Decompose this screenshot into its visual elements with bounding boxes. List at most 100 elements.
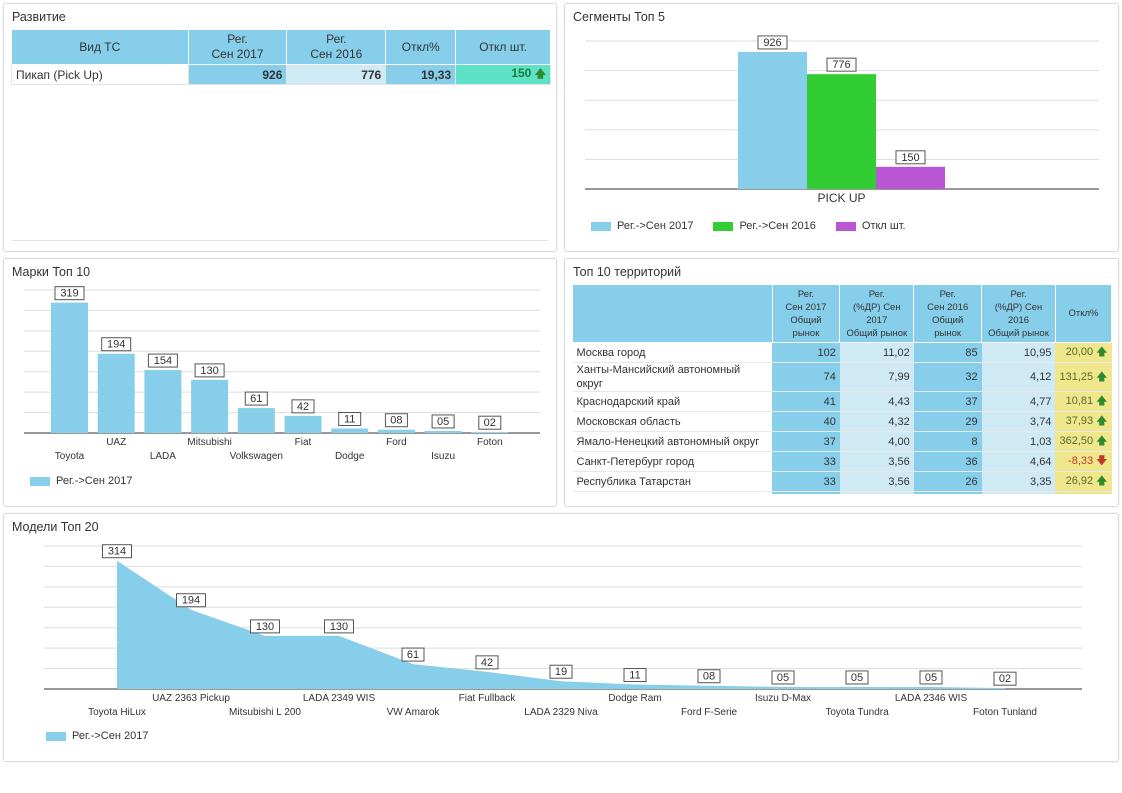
data-label-box	[478, 415, 502, 430]
data-label: 61	[407, 649, 419, 661]
territory-name: Москва город	[572, 342, 773, 363]
table-row[interactable]: Пикап (Pick Up) 926 776 19,33 150 🡅	[11, 64, 551, 85]
col-header-territory[interactable]	[572, 284, 773, 343]
panel-development: Развитие Вид ТС Рег. Сен 2017 Рег. Сен 2…	[3, 3, 557, 252]
col-header-2017[interactable]: Рег. Сен 2017 Общий рынок	[771, 284, 841, 343]
legend-label: Откл шт.	[861, 220, 906, 232]
value-share-2017: 3,56	[839, 451, 914, 472]
data-label-box	[993, 671, 1017, 686]
tick-label: UAZ	[106, 437, 126, 448]
value-pct: 10,81	[1065, 395, 1094, 407]
value-2017: 40	[772, 411, 840, 432]
territory-name: Ямало-Ненецкий автономный округ	[572, 431, 773, 452]
value-2016: 29	[913, 411, 982, 432]
value-2016: 36	[913, 451, 982, 472]
value-share-2016: 4,77	[981, 391, 1056, 412]
col-header-2017[interactable]: Рег. Сен 2017	[187, 29, 288, 65]
value-pct-cell: 34,78 🡅	[1055, 491, 1112, 494]
data-label: 02	[999, 673, 1011, 685]
data-label: 130	[200, 365, 218, 377]
col-header-pct[interactable]: Откл%	[1054, 284, 1112, 343]
data-label: 02	[484, 417, 496, 429]
category-label: PICK UP	[817, 191, 865, 205]
panel-title: Сегменты Топ 5	[573, 10, 665, 24]
tick-label: Ford F-Serie	[681, 707, 738, 718]
tick-label: Fiat	[295, 437, 312, 448]
table-row[interactable]: Республика Башкортостан313,35232,9634,78…	[572, 491, 1112, 494]
legend-item[interactable]: Откл шт.	[835, 220, 906, 232]
data-label-box	[826, 57, 857, 72]
table-row[interactable]: Санкт-Петербург город 33 3,56 36 4,64 -8,33 🡇	[572, 451, 1112, 472]
data-label-box	[102, 544, 132, 559]
brands-legend: Рег.->Сен 2017	[30, 475, 146, 487]
arrow-up-icon: 🡅	[1093, 475, 1108, 487]
table-row[interactable]: Московская область 40 4,32 29 3,74 37,93 🡅	[572, 411, 1112, 432]
value-2016: 37	[913, 391, 982, 412]
table-row[interactable]: Ханты-Мансийский автономный округ 74 7,99 3…	[572, 362, 1112, 392]
value-2017: 31	[772, 491, 840, 494]
col-header-2016[interactable]: Рег. Сен 2016	[286, 29, 387, 65]
table-row[interactable]: Краснодарский край 41 4,43 37 4,77 10,81 🡅	[572, 391, 1112, 412]
data-label: 926	[763, 37, 781, 49]
data-label-box	[291, 399, 315, 414]
value-pct: 19,33	[385, 64, 457, 85]
value-share-2016: 2,96	[981, 491, 1056, 494]
data-label-box	[384, 413, 408, 428]
divider	[12, 240, 548, 241]
data-label-box	[101, 337, 132, 352]
col-header-2016[interactable]: Рег. Сен 2016 Общий рынок	[913, 284, 983, 343]
value-2017: 74	[772, 362, 840, 392]
table-row[interactable]: Москва город 102 11,02 85 10,95 20,00 🡅	[572, 342, 1112, 363]
data-label: 05	[777, 672, 789, 684]
territory-name: Республика Башкортостан	[572, 491, 773, 494]
tick-label: Mitsubishi	[187, 437, 231, 448]
col-header-share-2016[interactable]: Рег. (%ДР) Сен 2016 Общий рынок	[981, 284, 1056, 343]
data-label-box	[431, 414, 455, 429]
data-label-box	[895, 150, 926, 165]
legend-item[interactable]: Рег.->Сен 2017	[30, 475, 132, 487]
panel-title: Модели Топ 20	[12, 520, 99, 534]
panel-brands: Марки Топ 10 319 Toyota 194 UAZ 154 LADA 130 Mi…	[3, 258, 557, 507]
value-share-2016: 4,12	[981, 362, 1056, 392]
arrow-up-icon: 🡅	[1093, 346, 1108, 358]
value-2017: 102	[772, 342, 840, 363]
value-pct: -8,33	[1068, 455, 1094, 467]
development-table: Вид ТС Рег. Сен 2017 Рег. Сен 2016 Откл%…	[11, 29, 551, 85]
data-label-box	[176, 593, 206, 608]
value-diff-cell: 150 🡅	[455, 64, 551, 85]
arrow-up-icon: 🡅	[534, 68, 546, 80]
data-label: 61	[250, 393, 262, 405]
legend-label: Рег.->Сен 2017	[72, 730, 149, 742]
table-row[interactable]: Республика Татарстан 33 3,56 26 3,35 26,92 🡅	[572, 471, 1112, 492]
segments-chart: 926 776 150 PICK UP	[585, 35, 1099, 205]
value-2016: 23	[913, 491, 982, 494]
data-label: 130	[330, 621, 348, 633]
value-share-2016: 10,95	[981, 342, 1056, 363]
tick-label: LADA	[150, 451, 176, 462]
col-header-type[interactable]: Вид ТС	[11, 29, 189, 65]
tick-label: Mitsubishi L 200	[229, 707, 301, 718]
col-header-diff[interactable]: Откл шт.	[455, 29, 551, 65]
value-pct: 131,25	[1059, 370, 1094, 383]
data-label-box	[623, 668, 647, 683]
legend-label: Рег.->Сен 2017	[617, 220, 694, 232]
data-label: 05	[925, 672, 937, 684]
legend-item[interactable]: Рег.->Сен 2017	[591, 220, 693, 232]
territories-scroll[interactable]: Рег. Сен 2017 Общий рынок Рег. (%ДР) Сен…	[572, 284, 1112, 494]
tick-label: Toyota Tundra	[825, 707, 889, 718]
value-2017: 33	[772, 471, 840, 492]
data-label: 19	[555, 666, 567, 678]
legend-swatch	[591, 221, 611, 231]
legend-item[interactable]: Рег.->Сен 2017	[46, 730, 148, 742]
bar	[191, 379, 229, 433]
legend-item[interactable]: Рег.->Сен 2016	[713, 220, 816, 232]
value-share-2016: 1,03	[981, 431, 1056, 452]
bar	[284, 415, 322, 433]
value-2017: 926	[187, 64, 288, 85]
tick-label: Toyota	[55, 451, 85, 462]
table-row[interactable]: Ямало-Ненецкий автономный округ 37 4,00 8 1,…	[572, 431, 1112, 452]
bar	[876, 166, 945, 189]
data-label-box	[771, 670, 795, 685]
col-header-pct[interactable]: Откл%	[385, 29, 457, 65]
col-header-share-2017[interactable]: Рег. (%ДР) Сен 2017 Общий рынок	[839, 284, 915, 343]
